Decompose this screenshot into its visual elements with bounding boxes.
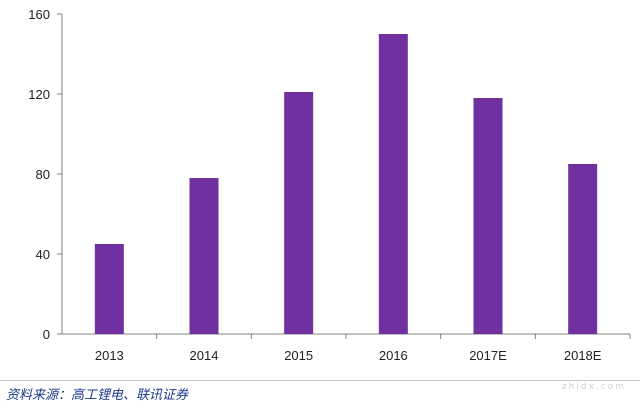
bar-2015 [284, 92, 314, 334]
y-tick-label: 80 [36, 167, 50, 182]
bar-2013 [94, 244, 124, 334]
divider-line [0, 380, 640, 381]
x-tick-label: 2015 [284, 348, 313, 363]
y-tick-label: 0 [43, 327, 50, 342]
bar-2017E [473, 98, 503, 334]
source-note: 资料来源：高工锂电、联讯证券 [6, 388, 189, 403]
bar-2014 [189, 178, 219, 334]
y-axis: 0 40 80 120 160 [28, 7, 63, 342]
x-tick-label: 2017E [469, 348, 507, 363]
bar-2018E [568, 164, 598, 334]
x-tick-label: 2018E [564, 348, 602, 363]
bar-chart: 0 40 80 120 160 2013 2014 2015 2016 2017E 2018E [28, 7, 631, 363]
bar-2016 [378, 34, 408, 334]
x-axis: 2013 2014 2015 2016 2017E 2018E [62, 333, 631, 363]
y-tick-label: 120 [28, 87, 50, 102]
x-tick-label: 2014 [190, 348, 219, 363]
bars [94, 34, 598, 334]
watermark: zhidx.com [561, 382, 626, 392]
y-tick-label: 160 [28, 7, 50, 22]
y-tick-label: 40 [36, 247, 50, 262]
x-tick-label: 2016 [379, 348, 408, 363]
x-tick-label: 2013 [95, 348, 124, 363]
